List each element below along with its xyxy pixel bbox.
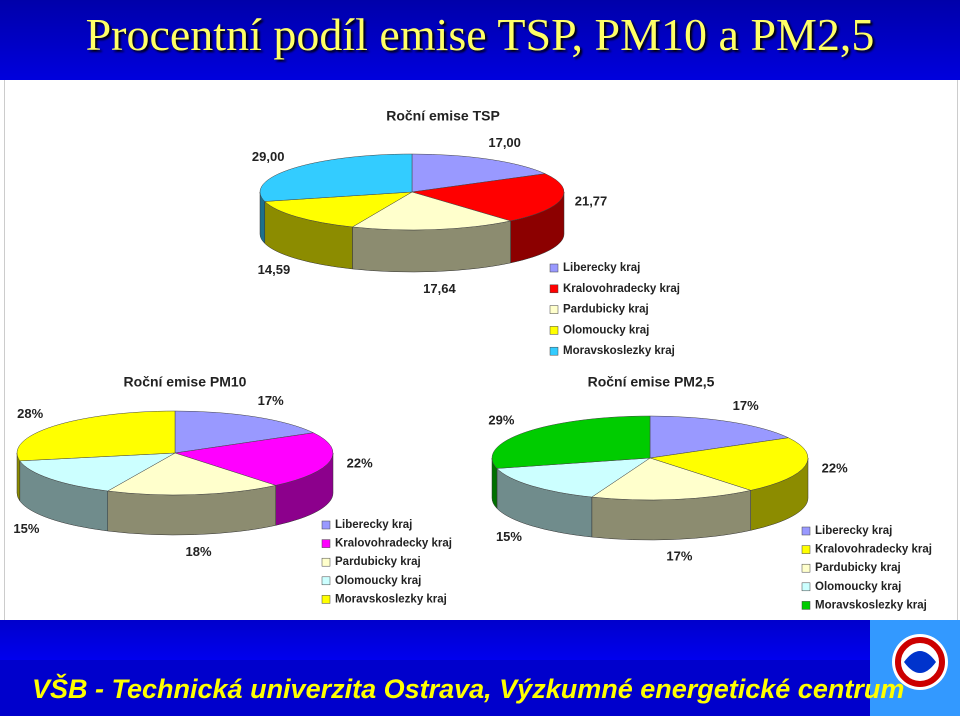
logo bbox=[870, 620, 960, 716]
slice bbox=[174, 432, 334, 486]
slice bbox=[491, 415, 651, 469]
legend-label: Kralovohradecky kraj bbox=[815, 544, 932, 556]
slice bbox=[351, 191, 511, 231]
legend-label: Olomoucky kraj bbox=[815, 581, 901, 593]
footer-band bbox=[0, 620, 960, 660]
legend-swatch bbox=[801, 545, 811, 554]
slice bbox=[649, 415, 790, 459]
slice bbox=[259, 153, 413, 202]
slice bbox=[264, 191, 413, 228]
legend-label: Olomoucky kraj bbox=[335, 575, 421, 587]
slice bbox=[174, 410, 315, 454]
legend-label: Liberecky kraj bbox=[563, 262, 640, 274]
value-label: 28% bbox=[17, 406, 43, 421]
legend-label: Liberecky kraj bbox=[335, 519, 412, 531]
legend-swatch bbox=[549, 326, 559, 335]
slice bbox=[649, 437, 809, 491]
legend-label: Kralovohradecky kraj bbox=[335, 538, 452, 550]
slice bbox=[19, 452, 176, 492]
footer-bar bbox=[0, 660, 960, 716]
legend-label: Moravskoslezky kraj bbox=[335, 593, 447, 605]
value-label: 15% bbox=[496, 529, 522, 544]
title-bar bbox=[0, 0, 960, 80]
chart-title: Roční emise PM2,5 bbox=[588, 374, 715, 390]
value-label: 17,00 bbox=[488, 135, 521, 150]
value-label: 22% bbox=[347, 456, 373, 471]
value-label: 29% bbox=[488, 413, 514, 428]
charts: Roční emise TSP 17,00 21,77 17,64 14,59 29,00… bbox=[13, 108, 932, 612]
legend-swatch bbox=[549, 284, 559, 294]
legend-label: Pardubicky kraj bbox=[563, 304, 649, 316]
value-label: 17% bbox=[733, 398, 759, 413]
legend-swatch bbox=[321, 539, 331, 548]
value-label: 18% bbox=[186, 544, 212, 559]
slice bbox=[496, 457, 651, 498]
legend-swatch bbox=[801, 563, 811, 573]
value-label: 21,77 bbox=[575, 194, 608, 209]
slice bbox=[411, 173, 565, 222]
legend-label: Kralovohradecky kraj bbox=[563, 283, 680, 295]
legend-label: Olomoucky kraj bbox=[563, 324, 649, 336]
footer-text: VŠB - Technická univerzita Ostrava, Výzk… bbox=[32, 674, 905, 704]
value-label: 17% bbox=[258, 393, 284, 408]
value-label: 14,59 bbox=[258, 262, 291, 277]
chart-title: Roční emise TSP bbox=[386, 108, 500, 124]
slide-title: Procentní podíl emise TSP, PM10 a PM2,5 bbox=[85, 9, 875, 60]
legend-label: Moravskoslezky kraj bbox=[563, 345, 675, 357]
legend-label: Pardubicky kraj bbox=[335, 556, 421, 568]
legend-swatch bbox=[549, 263, 559, 273]
legend-label: Moravskoslezky kraj bbox=[815, 599, 927, 611]
legend-swatch bbox=[321, 595, 331, 604]
chart-title: Roční emise PM10 bbox=[124, 374, 247, 390]
legend-swatch bbox=[801, 601, 811, 610]
value-label: 17,64 bbox=[423, 281, 456, 296]
value-label: 15% bbox=[13, 521, 39, 536]
legend-swatch bbox=[801, 526, 811, 536]
legend-label: Liberecky kraj bbox=[815, 525, 892, 537]
slice bbox=[106, 452, 277, 496]
legend-swatch bbox=[321, 557, 331, 567]
logo-mark bbox=[904, 651, 936, 673]
legend-swatch bbox=[549, 346, 559, 356]
legend-swatch bbox=[321, 576, 331, 586]
legend-swatch bbox=[801, 582, 811, 592]
slice bbox=[16, 410, 176, 462]
legend-swatch bbox=[549, 305, 559, 314]
slice bbox=[411, 153, 547, 193]
value-label: 29,00 bbox=[252, 149, 285, 164]
value-label: 22% bbox=[822, 461, 848, 476]
legend-label: Pardubicky kraj bbox=[815, 562, 901, 574]
legend-swatch bbox=[321, 520, 331, 530]
logo-ring bbox=[895, 637, 945, 687]
value-label: 17% bbox=[666, 549, 692, 564]
slice bbox=[591, 457, 752, 501]
